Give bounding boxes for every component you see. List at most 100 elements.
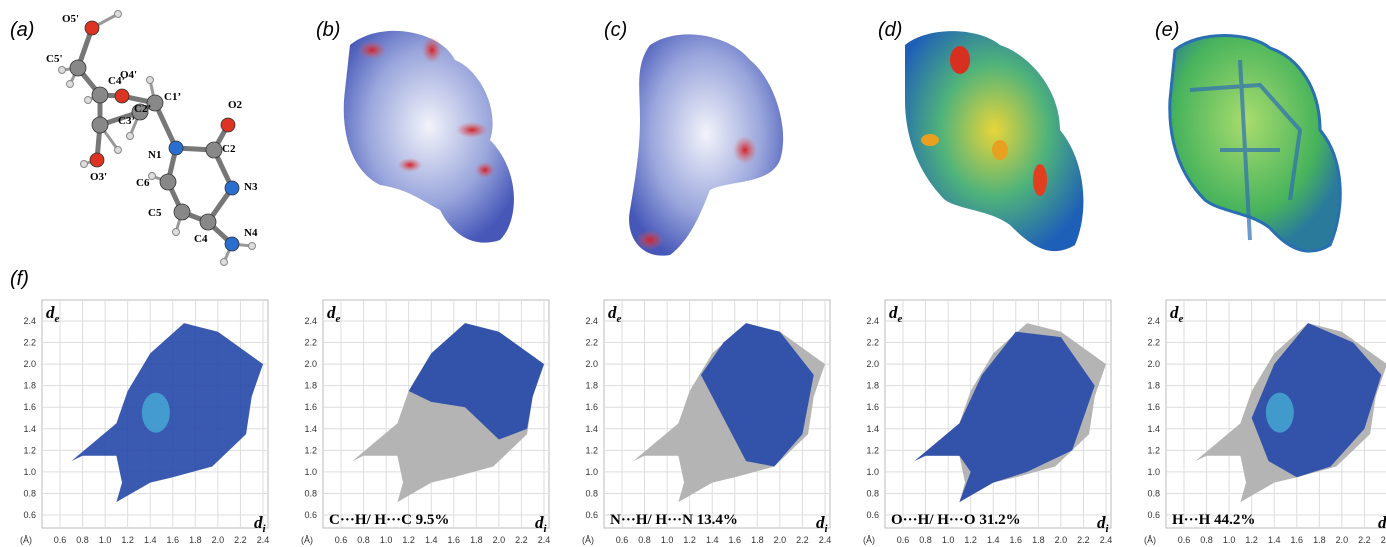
x-tick-label: 1.8 bbox=[751, 535, 764, 545]
y-tick-label: 1.2 bbox=[304, 445, 317, 455]
y-tick-label: 1.2 bbox=[585, 445, 598, 455]
x-tick-label: 2.0 bbox=[493, 535, 506, 545]
x-tick-label: 0.6 bbox=[897, 535, 910, 545]
fingerprint-plots: 2.4 2.2 2.0 1.8 1.6 1.4 1.2 1.0 0.8 0.6 0.6 0.8 1.0 1… bbox=[20, 300, 1386, 545]
atom bbox=[221, 118, 235, 132]
atom-label: C6 bbox=[136, 177, 150, 189]
y-tick-label: 2.4 bbox=[23, 316, 36, 326]
x-tick-label: 2.4 bbox=[1381, 535, 1386, 545]
x-tick-label: 2.2 bbox=[515, 535, 528, 545]
x-tick-label: 1.2 bbox=[964, 535, 977, 545]
y-tick-label: 2.4 bbox=[1147, 316, 1160, 326]
x-tick-label: 2.2 bbox=[1077, 535, 1090, 545]
x-tick-label: 2.2 bbox=[234, 535, 247, 545]
y-axis-subscript: e bbox=[898, 313, 903, 325]
atom-label: N3 bbox=[244, 181, 258, 193]
atom bbox=[92, 87, 108, 103]
x-tick-label: 2.4 bbox=[257, 535, 270, 545]
y-tick-label: 2.4 bbox=[866, 316, 879, 326]
y-tick-label: 1.8 bbox=[304, 381, 317, 391]
contribution-label: O···H/ H···O 31.2% bbox=[891, 512, 1021, 528]
y-axis-subscript: e bbox=[55, 313, 60, 325]
y-tick-label: 1.6 bbox=[585, 402, 598, 412]
x-tick-label: 2.0 bbox=[1336, 535, 1349, 545]
atom-label: O5' bbox=[62, 13, 79, 25]
contact-region bbox=[914, 332, 1094, 502]
y-axis-label: de bbox=[608, 303, 622, 325]
surface-e bbox=[1170, 36, 1340, 252]
x-tick-label: 1.6 bbox=[729, 535, 742, 545]
atom bbox=[115, 89, 129, 103]
unit-label: (Å) bbox=[863, 535, 875, 545]
surface-b bbox=[344, 31, 514, 243]
x-tick-label: 2.4 bbox=[819, 535, 832, 545]
x-tick-label: 1.0 bbox=[1223, 535, 1236, 545]
y-tick-label: 1.6 bbox=[866, 402, 879, 412]
y-tick-label: 1.0 bbox=[866, 467, 879, 477]
x-tick-label: 1.4 bbox=[144, 535, 157, 545]
x-tick-label: 1.2 bbox=[683, 535, 696, 545]
panel-label: (b) bbox=[316, 19, 340, 41]
x-axis-label: di bbox=[816, 513, 829, 535]
y-axis-label: de bbox=[1170, 303, 1184, 325]
x-tick-label: 0.6 bbox=[54, 535, 67, 545]
y-tick-label: 1.8 bbox=[585, 381, 598, 391]
y-tick-label: 0.6 bbox=[866, 510, 879, 520]
panel-label: (c) bbox=[604, 19, 627, 41]
x-tick-label: 2.4 bbox=[1100, 535, 1113, 545]
surface-c bbox=[629, 34, 783, 255]
y-tick-label: 0.6 bbox=[585, 510, 598, 520]
atom-label: C5' bbox=[46, 53, 63, 65]
x-tick-label: 1.0 bbox=[942, 535, 955, 545]
x-axis-subscript: i bbox=[1106, 523, 1110, 535]
x-tick-label: 0.6 bbox=[1178, 535, 1191, 545]
x-tick-label: 0.8 bbox=[919, 535, 932, 545]
y-tick-label: 1.6 bbox=[23, 402, 36, 412]
atom-label: N4 bbox=[244, 227, 258, 239]
y-tick-label: 1.0 bbox=[304, 467, 317, 477]
unit-label: (Å) bbox=[582, 535, 594, 545]
y-tick-label: 0.8 bbox=[304, 488, 317, 498]
atom-label: C5 bbox=[148, 207, 162, 219]
y-tick-label: 2.4 bbox=[304, 316, 317, 326]
atom bbox=[225, 237, 239, 251]
atom bbox=[85, 21, 99, 35]
y-tick-label: 2.2 bbox=[585, 338, 598, 348]
y-tick-label: 1.8 bbox=[23, 381, 36, 391]
x-tick-label: 2.0 bbox=[774, 535, 787, 545]
x-tick-label: 0.6 bbox=[616, 535, 629, 545]
y-tick-label: 0.6 bbox=[304, 510, 317, 520]
x-tick-label: 1.6 bbox=[167, 535, 180, 545]
y-tick-label: 1.4 bbox=[585, 424, 598, 434]
atom-label: C3’ bbox=[118, 115, 135, 127]
panel-label: (a) bbox=[10, 19, 34, 41]
y-axis-subscript: e bbox=[617, 313, 622, 325]
atom bbox=[160, 174, 176, 190]
y-tick-label: 1.0 bbox=[23, 467, 36, 477]
atom bbox=[90, 153, 104, 167]
x-tick-label: 0.6 bbox=[335, 535, 348, 545]
y-tick-label: 2.2 bbox=[23, 338, 36, 348]
x-axis-symbol: d bbox=[1378, 513, 1386, 532]
contribution-label: C···H/ H···C 9.5% bbox=[329, 512, 449, 528]
y-tick-label: 0.8 bbox=[23, 488, 36, 498]
panel-label: (e) bbox=[1155, 19, 1179, 41]
x-tick-label: 0.8 bbox=[76, 535, 89, 545]
x-tick-label: 1.0 bbox=[99, 535, 112, 545]
unit-label: (Å) bbox=[301, 535, 313, 545]
y-tick-label: 2.2 bbox=[866, 338, 879, 348]
atom-label: C2 bbox=[222, 143, 236, 155]
y-axis-label: de bbox=[327, 303, 341, 325]
y-tick-label: 1.2 bbox=[23, 445, 36, 455]
x-tick-label: 2.2 bbox=[796, 535, 809, 545]
y-tick-label: 1.4 bbox=[304, 424, 317, 434]
x-tick-label: 0.8 bbox=[638, 535, 651, 545]
y-tick-label: 0.6 bbox=[23, 510, 36, 520]
contribution-label: N···H/ H···N 13.4% bbox=[610, 512, 738, 528]
x-tick-label: 1.0 bbox=[380, 535, 393, 545]
x-axis-label: di bbox=[1097, 513, 1110, 535]
y-tick-label: 1.4 bbox=[866, 424, 879, 434]
y-tick-label: 0.8 bbox=[585, 488, 598, 498]
x-tick-label: 1.8 bbox=[1032, 535, 1045, 545]
